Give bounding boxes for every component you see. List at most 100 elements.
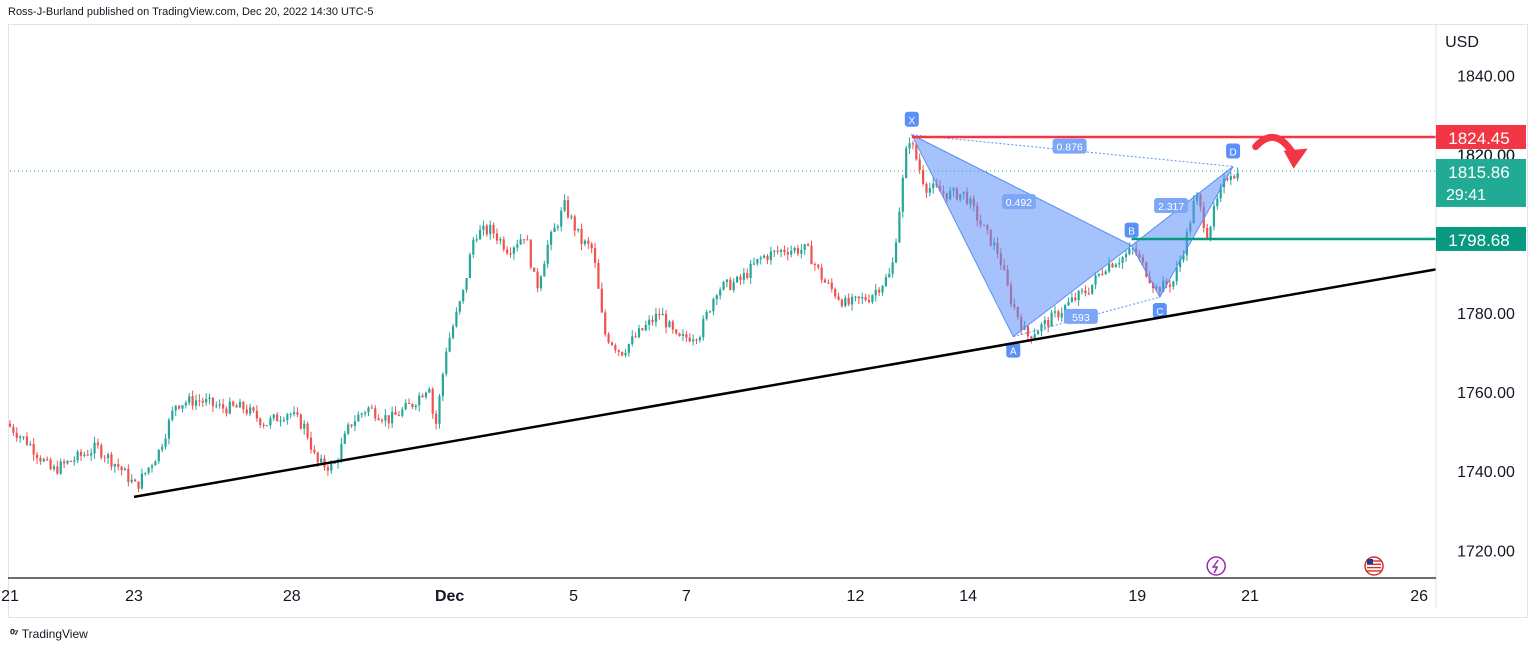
candle-body [759,257,762,259]
candle-body [103,457,106,459]
candle-body [844,297,847,307]
candle-body [1087,293,1090,295]
candle-body [810,245,813,265]
candle-body [790,250,793,255]
candle-body [624,352,627,356]
candle-body [320,458,323,463]
candle-body [435,413,438,424]
candle-body [482,225,485,230]
candle-body [506,249,509,254]
chart-frame[interactable] [8,24,1528,618]
candle-body [269,418,272,426]
candle-body [766,255,769,261]
candle-body [49,459,52,470]
candle-body [1114,264,1117,268]
candle-body [140,473,143,489]
candle-body [1206,227,1209,240]
candle-body [492,224,495,234]
time-tick-label: 12 [847,588,865,605]
candle-body [678,333,681,336]
candle-body [73,460,76,462]
pattern-point-badge [904,111,919,127]
candle-body [360,413,363,415]
candle-body [262,424,265,426]
candle-body [614,345,617,351]
candle-body [333,462,336,464]
candle-body [803,244,806,250]
candle-body [739,276,742,280]
candle-body [874,289,877,296]
candle-body [208,397,211,400]
candle-body [1128,248,1131,254]
candle-body [675,329,678,334]
candle-body [570,216,573,218]
candle-body [834,288,837,297]
candle-body [634,336,637,338]
candle-body [56,466,59,474]
candle-body [1030,336,1033,339]
candle-body [796,248,800,254]
candle-body [654,313,658,323]
time-tick-label: 21 [1,588,19,605]
candle-body [174,405,177,411]
candle-body [495,233,499,241]
candle-body [357,414,360,422]
candle-body [63,461,66,464]
candle-body [1026,326,1030,337]
price-tick-label: 1740.00 [1457,464,1515,481]
candle-body [722,282,725,290]
candle-body [752,263,756,265]
candle-body [685,334,688,338]
candle-body [1091,284,1094,294]
candle-body [580,228,583,244]
candle-body [52,466,56,470]
candle-body [1064,305,1067,313]
candle-body [475,239,478,241]
candle-body [597,263,600,289]
candle-body [245,409,248,414]
candle-body [553,227,556,232]
candle-body [617,350,620,352]
candle-body [1216,198,1219,207]
candle-body [431,389,434,414]
candle-body [1168,284,1172,287]
candle-body [238,402,242,408]
candle-body [878,289,881,293]
candle-body [823,279,827,283]
candle-body [184,402,187,406]
candle-body [35,454,39,458]
candle-body [242,402,245,410]
candle-body [113,463,116,467]
pattern-point-label: X [908,116,915,127]
candle-body [232,401,235,406]
pattern-point-badge [1226,143,1241,159]
candle-body [651,319,654,323]
candle-body [850,296,854,305]
candle-body [411,403,414,408]
candle-body [343,433,346,444]
pattern-ratio-label: 593 [1072,312,1090,324]
candle-body [350,424,353,426]
candle-body [749,263,752,278]
candle-body [573,216,576,231]
lightning-bolt-icon [1211,559,1219,574]
lightning-icon [1206,556,1226,576]
candle-body [316,452,319,463]
candle-body [1226,178,1229,180]
candle-body [134,479,137,482]
candle-body [347,424,350,434]
candle-body [661,313,664,316]
candle-body [414,405,417,408]
candle-body [1212,206,1216,227]
time-tick-label: 5 [569,588,578,605]
candle-body [286,414,289,421]
candle-body [1182,255,1185,261]
candle-body [451,326,455,338]
candle-body [106,454,110,458]
candle-body [1121,257,1124,264]
candle-body [729,279,732,290]
candle-body [742,273,745,280]
candle-body [1111,263,1114,268]
candle-body [688,337,691,342]
